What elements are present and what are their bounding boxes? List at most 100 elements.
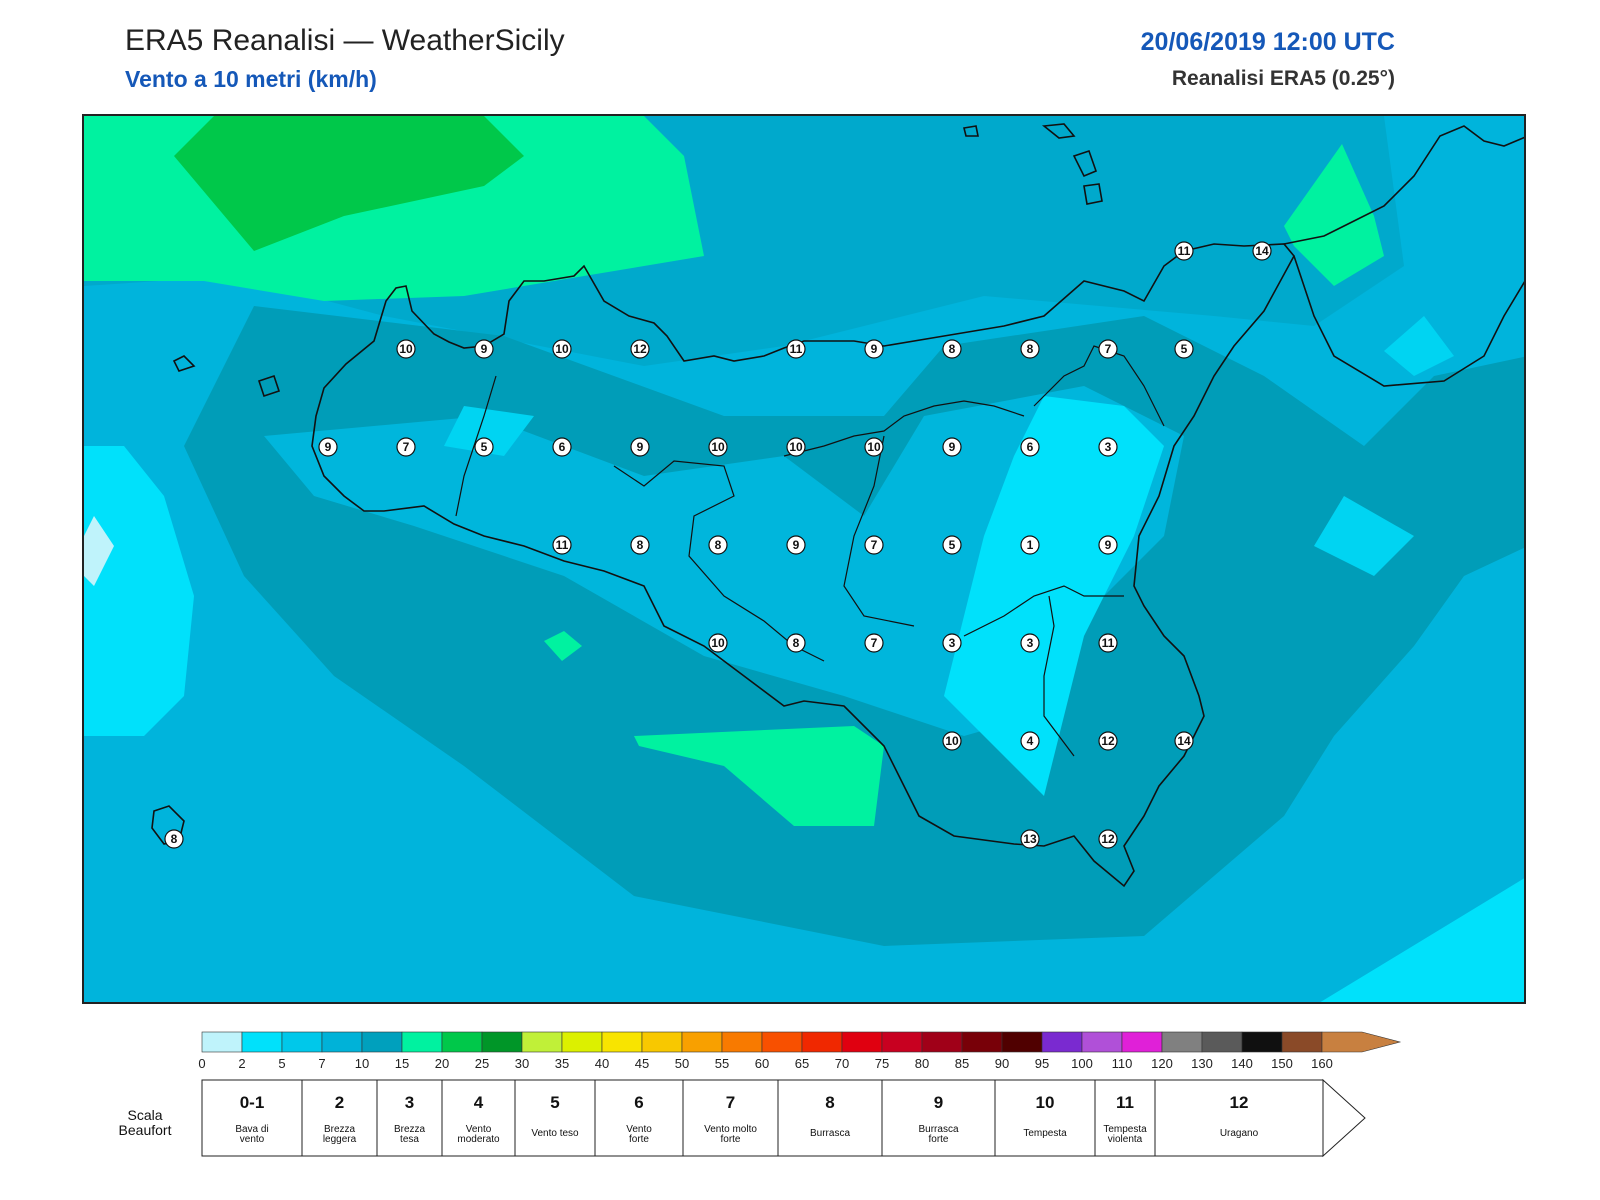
station-value: 11 bbox=[790, 342, 803, 356]
wind-field-band bbox=[634, 726, 884, 826]
wind-map-canvas: 10 9 10 12 11 9 8 8 7 5 9 7 5 6 9 10 10 10 9 6 3 11 8 8 9 7 5 1 9 10 8… bbox=[84, 116, 1524, 1002]
beaufort-description: leggera bbox=[323, 1134, 357, 1145]
wind-station-marker: 10 bbox=[942, 731, 962, 751]
station-value: 8 bbox=[793, 636, 800, 650]
beaufort-number: 3 bbox=[405, 1093, 414, 1112]
beaufort-description: Tempesta bbox=[1023, 1128, 1067, 1139]
beaufort-arrow bbox=[1322, 1078, 1366, 1158]
color-bar-tick: 90 bbox=[995, 1056, 1009, 1071]
map-datetime: 20/06/2019 12:00 UTC bbox=[1140, 28, 1395, 56]
wind-station-marker: 7 bbox=[396, 437, 416, 457]
wind-station-marker: 8 bbox=[708, 535, 728, 555]
color-bar-tick: 7 bbox=[318, 1056, 325, 1071]
station-circle bbox=[1174, 339, 1194, 359]
station-value: 5 bbox=[481, 440, 488, 454]
color-bar-tick: 30 bbox=[515, 1056, 529, 1071]
beaufort-description: vento bbox=[240, 1134, 265, 1145]
beaufort-description: forte bbox=[629, 1134, 649, 1145]
station-value: 14 bbox=[1255, 244, 1269, 258]
station-circle bbox=[864, 437, 884, 457]
beaufort-cell-box bbox=[514, 1079, 596, 1157]
station-value: 8 bbox=[637, 538, 644, 552]
station-circle bbox=[786, 437, 806, 457]
wind-station-marker: 14 bbox=[1174, 731, 1194, 751]
color-bar-segment bbox=[361, 1031, 403, 1053]
beaufort-description: Brezza bbox=[394, 1124, 426, 1135]
station-value: 9 bbox=[1105, 538, 1112, 552]
color-bar-segment bbox=[521, 1031, 563, 1053]
station-value: 10 bbox=[399, 342, 413, 356]
wind-station-marker: 12 bbox=[1098, 731, 1118, 751]
station-circle bbox=[552, 339, 572, 359]
station-circle bbox=[1252, 241, 1272, 261]
station-circle bbox=[708, 633, 728, 653]
color-bar-tick: 15 bbox=[395, 1056, 409, 1071]
color-bar-segment bbox=[881, 1031, 923, 1053]
wind-station-marker: 10 bbox=[864, 437, 884, 457]
wind-field-band bbox=[1314, 496, 1414, 576]
color-bar-tick: 120 bbox=[1151, 1056, 1173, 1071]
model-label: Reanalisi ERA5 (0.25°) bbox=[1171, 67, 1395, 90]
wind-station-marker: 11 bbox=[786, 339, 806, 359]
station-circle bbox=[786, 633, 806, 653]
station-circle bbox=[786, 535, 806, 555]
wind-station-marker: 9 bbox=[474, 339, 494, 359]
color-bar-tick: 55 bbox=[715, 1056, 729, 1071]
station-value: 10 bbox=[789, 440, 803, 454]
beaufort-number: 6 bbox=[634, 1093, 643, 1112]
wind-field-band bbox=[944, 396, 1164, 796]
color-bar-segment bbox=[1161, 1031, 1203, 1053]
beaufort-cell: 8 Burrasca bbox=[777, 1079, 883, 1157]
station-value: 10 bbox=[945, 734, 959, 748]
station-circle bbox=[1174, 241, 1194, 261]
color-bar-segment bbox=[561, 1031, 603, 1053]
beaufort-number: 11 bbox=[1116, 1093, 1134, 1112]
station-circle bbox=[474, 437, 494, 457]
station-circle bbox=[318, 437, 338, 457]
station-circle bbox=[396, 437, 416, 457]
station-value: 9 bbox=[793, 538, 800, 552]
beaufort-number: 9 bbox=[934, 1093, 943, 1112]
wind-station-marker: 5 bbox=[474, 437, 494, 457]
station-value: 7 bbox=[1105, 342, 1112, 356]
color-bar-tick: 95 bbox=[1035, 1056, 1049, 1071]
beaufort-description: Bava di bbox=[235, 1124, 268, 1135]
color-bar-tick: 70 bbox=[835, 1056, 849, 1071]
color-bar-segment bbox=[401, 1031, 443, 1053]
beaufort-cell-box bbox=[881, 1079, 996, 1157]
station-circle bbox=[1098, 437, 1118, 457]
wind-station-marker: 9 bbox=[864, 339, 884, 359]
station-value: 10 bbox=[711, 636, 725, 650]
wind-field-band bbox=[84, 516, 114, 586]
wind-station-marker: 10 bbox=[552, 339, 572, 359]
station-value: 12 bbox=[633, 342, 647, 356]
beaufort-number: 0-1 bbox=[240, 1093, 265, 1112]
wind-station-marker: 8 bbox=[164, 829, 184, 849]
station-circle bbox=[1098, 731, 1118, 751]
color-bar-tick: 60 bbox=[755, 1056, 769, 1071]
wind-field-band bbox=[1320, 878, 1524, 1002]
color-bar-segment bbox=[681, 1031, 723, 1053]
map-title: ERA5 Reanalisi — WeatherSicily bbox=[125, 24, 565, 57]
beaufort-description: forte bbox=[928, 1134, 948, 1145]
beaufort-description: moderato bbox=[457, 1134, 500, 1145]
wind-station-marker: 7 bbox=[864, 633, 884, 653]
station-value: 8 bbox=[715, 538, 722, 552]
beaufort-cell: 10 Tempesta bbox=[994, 1079, 1096, 1157]
station-circle bbox=[164, 829, 184, 849]
station-circle bbox=[942, 633, 962, 653]
station-value: 7 bbox=[871, 636, 878, 650]
wind-station-marker: 8 bbox=[630, 535, 650, 555]
station-value: 7 bbox=[403, 440, 410, 454]
wind-station-marker: 3 bbox=[942, 633, 962, 653]
color-bar-segment bbox=[1041, 1031, 1083, 1053]
wind-station-marker: 5 bbox=[942, 535, 962, 555]
color-bar-segment bbox=[281, 1031, 323, 1053]
station-circle bbox=[474, 339, 494, 359]
station-value: 3 bbox=[1027, 636, 1034, 650]
station-value: 6 bbox=[559, 440, 566, 454]
wind-station-marker: 7 bbox=[864, 535, 884, 555]
color-bar-tick: 25 bbox=[475, 1056, 489, 1071]
